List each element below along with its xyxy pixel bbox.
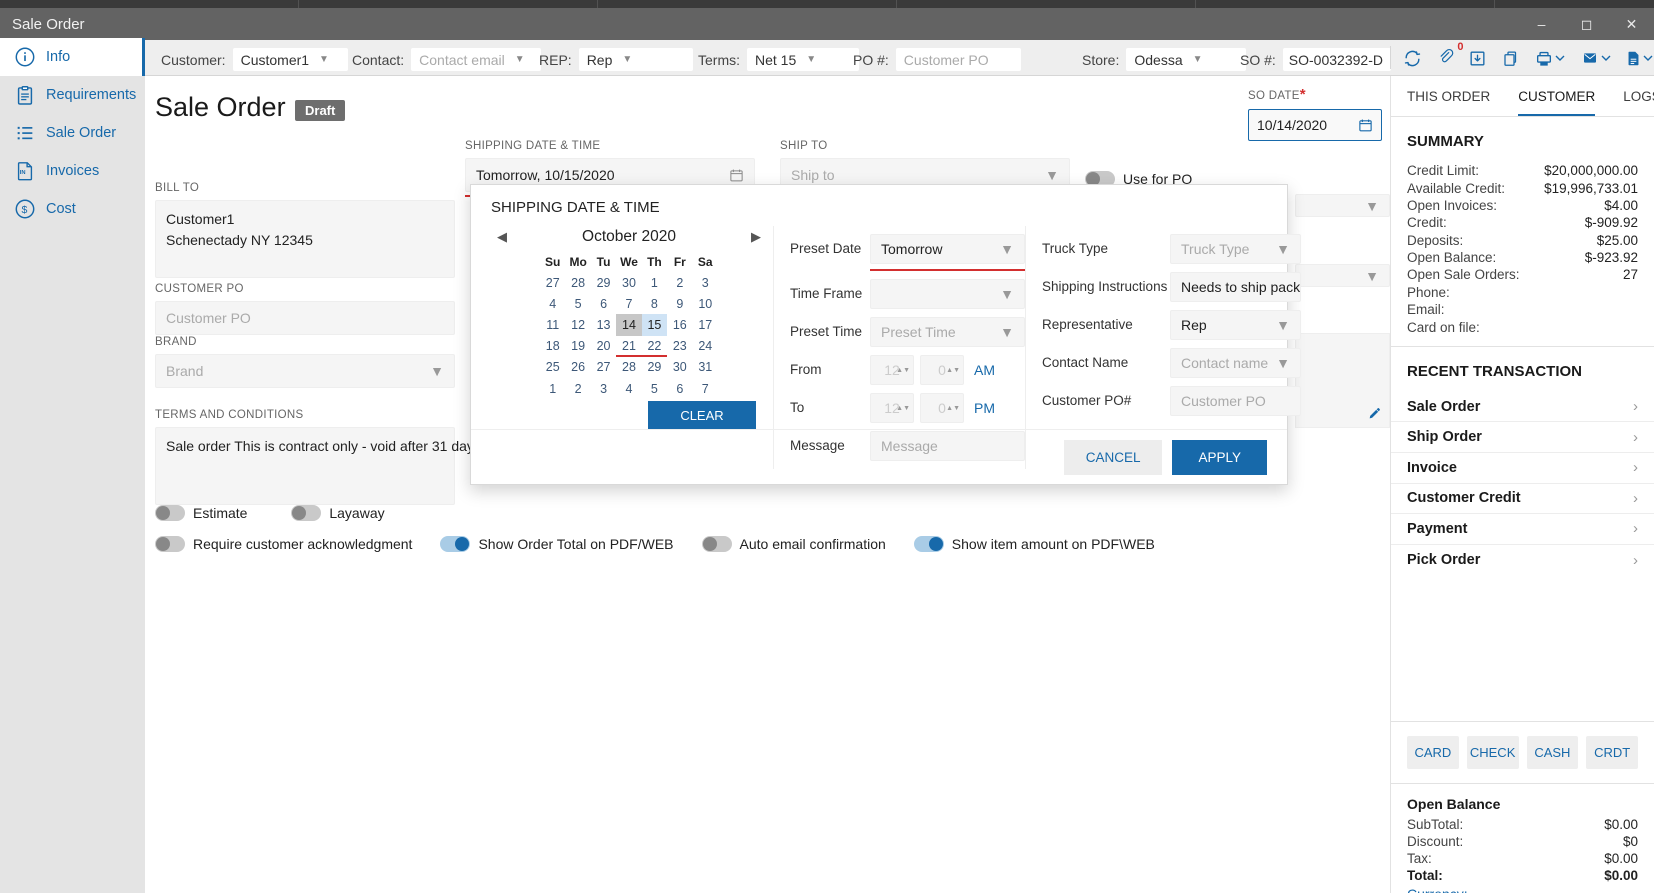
svg-text:IN: IN [20,170,26,176]
svg-text:$: $ [22,204,28,216]
